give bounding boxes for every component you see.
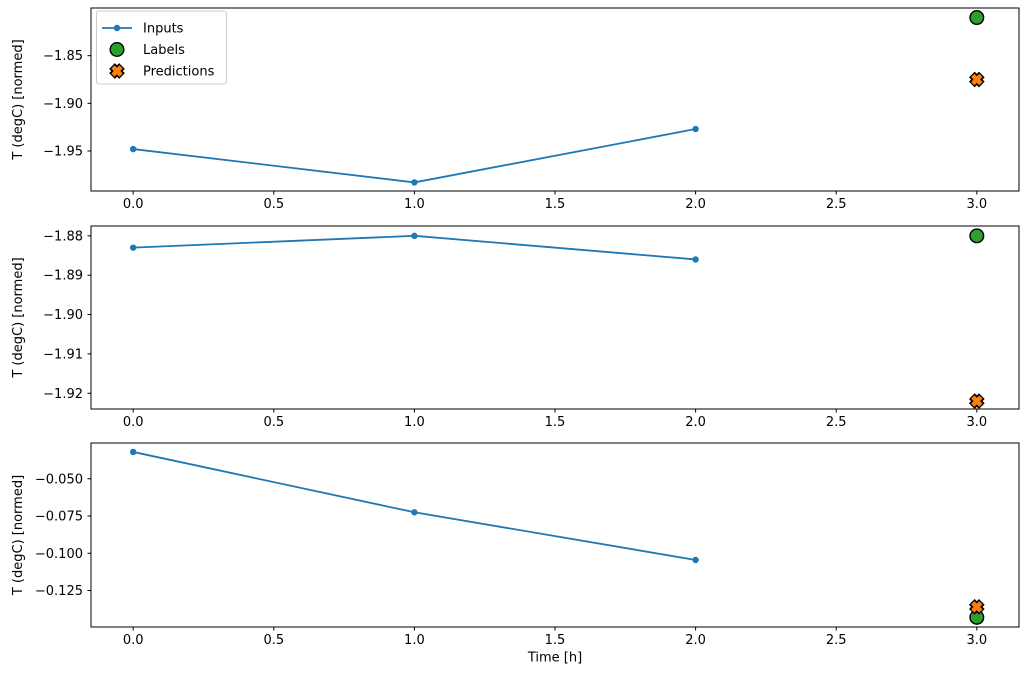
y-tick-label: −1.92 [43,387,83,402]
legend-line-dot-icon [113,24,121,32]
legend-x-icon [109,63,125,79]
x-tick-label: 1.0 [404,633,425,648]
inputs-point [692,256,699,263]
inputs-point [692,125,699,133]
x-tick-label: 0.5 [263,415,284,430]
x-tick-label: 1.0 [404,197,425,212]
legend: Inputs Labels Predictions [96,10,227,85]
x-tick-label: 0.5 [263,633,284,648]
labels-marker [969,228,985,244]
legend-label: Inputs [143,22,184,37]
inputs-point [411,179,418,186]
y-tick-label: −0.100 [35,547,83,562]
labels-marker [969,10,985,26]
x-tick-label: 1.5 [545,633,566,648]
predictions-marker [968,393,985,409]
predictions-marker-stroke [971,601,983,613]
y-tick-label: −1.90 [43,308,83,323]
x-tick-label: 2.0 [685,415,706,430]
plot-frame [90,225,1020,410]
legend-item-inputs: Inputs [102,22,184,37]
subplot-3: −0.050 −0.075 −0.100 −0.125 0.0 0.5 1.0 1.5 2.0 2… [11,442,1020,666]
y-axis-label: T (degC) [normed] [11,257,26,378]
x-tick-label: 3.0 [966,197,987,212]
x-tick-label: 3.0 [966,415,987,430]
inputs-point [411,509,418,516]
subplot-1: −1.85 −1.90 −1.95 0.0 0.5 1.0 1.5 2.0 2.5 3.0 T (d… [11,7,1020,212]
predictions-marker [968,599,985,615]
legend-circle-icon [109,42,125,58]
y-axis-label: T (degC) [normed] [11,475,26,596]
x-tick-label: 1.5 [545,415,566,430]
y-tick-label: −1.95 [43,144,83,159]
x-tick-label: 0.0 [123,197,144,212]
subplot-2: −1.88 −1.89 −1.90 −1.91 −1.92 0.0 0.5 1.0 1.5 2.0… [11,225,1020,430]
legend-x-icon-stroke [111,65,123,77]
inputs-point [411,232,418,240]
plot-frame [90,442,1020,628]
predictions-marker-stroke [971,395,983,407]
x-tick-label: 2.0 [685,633,706,648]
legend-box [96,10,227,85]
x-tick-label: 3.0 [966,633,987,648]
y-tick-label: −1.90 [43,97,83,112]
x-tick-label: 2.0 [685,197,706,212]
x-tick-label: 2.5 [826,633,847,648]
y-tick-label: −1.88 [43,229,83,244]
predictions-marker-stroke [971,73,983,86]
inputs-point [692,556,699,564]
y-axis-label: T (degC) [normed] [11,39,26,160]
predictions-marker [968,71,985,88]
inputs-point [129,145,137,153]
x-tick-label: 2.5 [826,415,847,430]
x-axis-label: Time [h] [527,651,582,666]
x-tick-label: 2.5 [826,197,847,212]
y-tick-label: −0.125 [35,584,83,599]
y-tick-label: −0.075 [35,510,83,525]
inputs-point [129,448,137,456]
legend-item-predictions: Predictions [109,63,215,80]
x-tick-label: 0.0 [123,415,144,430]
legend-label: Labels [143,43,185,58]
plot-frame [90,7,1020,192]
y-tick-label: −1.91 [43,347,83,362]
legend-item-labels: Labels [109,42,185,58]
inputs-point [129,244,137,251]
legend-label: Predictions [143,65,215,80]
y-tick-label: −1.89 [43,269,83,284]
x-tick-label: 0.5 [263,197,284,212]
y-tick-label: −1.85 [43,49,83,64]
y-tick-label: −0.050 [35,472,83,487]
x-tick-label: 0.0 [123,633,144,648]
x-tick-label: 1.0 [404,415,425,430]
labels-marker [969,609,985,625]
x-tick-label: 1.5 [545,197,566,212]
